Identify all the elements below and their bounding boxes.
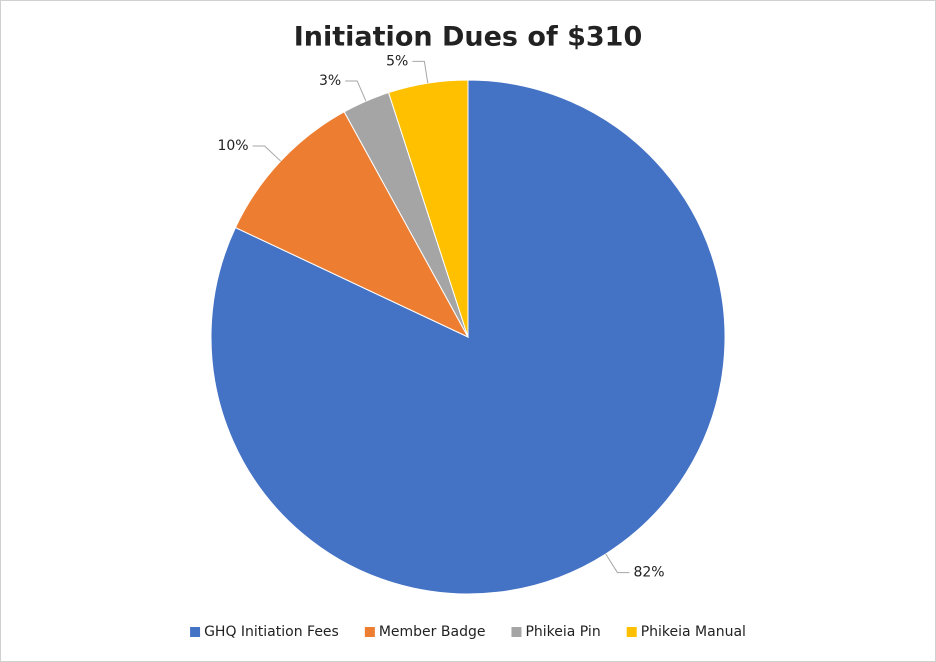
leader-line	[605, 553, 630, 574]
legend-swatch	[190, 627, 201, 637]
data-label: 5%	[386, 53, 408, 69]
pie-slice	[387, 79, 469, 338]
legend-swatch	[364, 627, 375, 637]
legend-label: Member Badge	[379, 624, 486, 640]
legend-swatch	[511, 627, 522, 637]
legend-swatch	[626, 627, 637, 637]
leader-line	[345, 80, 367, 102]
data-label: 10%	[217, 138, 248, 154]
pie-slice	[234, 111, 470, 339]
legend-label: Phikeia Manual	[641, 624, 746, 640]
leader-line	[412, 60, 429, 84]
data-label: 82%	[633, 565, 664, 581]
chart-title: Initiation Dues of $310	[294, 22, 643, 53]
legend-label: Phikeia Pin	[525, 624, 600, 640]
leader-line	[252, 145, 281, 162]
legend-label: GHQ Initiation Fees	[204, 624, 339, 640]
data-label: 3%	[319, 73, 341, 89]
